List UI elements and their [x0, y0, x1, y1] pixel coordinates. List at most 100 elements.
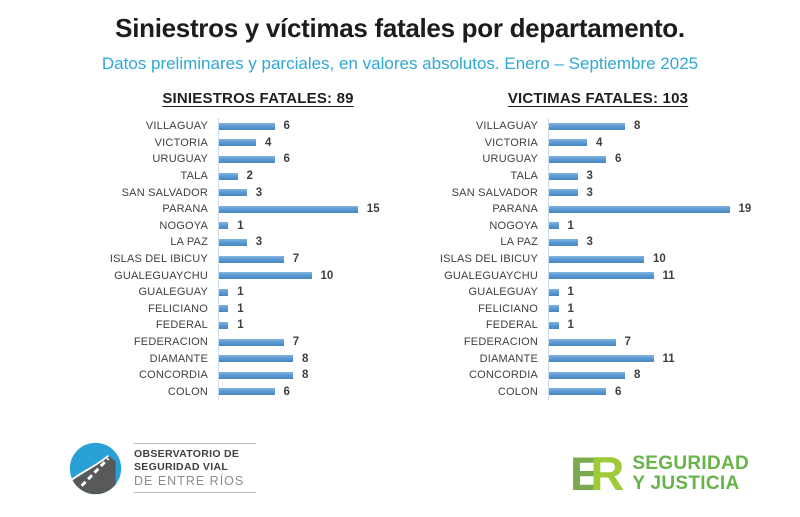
- category-label: VILLAGUAY: [145, 120, 208, 133]
- bar: [219, 288, 229, 296]
- value-label: 6: [283, 153, 290, 166]
- category-label: FELICIANO: [478, 302, 538, 315]
- chart-siniestros-title: SINIESTROS FATALES: 89: [162, 90, 354, 107]
- value-label: 1: [567, 319, 574, 332]
- bar-zone: 4: [218, 134, 408, 152]
- category-label: CONCORDIA: [468, 369, 538, 382]
- bar: [219, 189, 247, 197]
- category-label: LA PAZ: [500, 236, 538, 249]
- bar-zone: 3: [548, 167, 758, 185]
- bar: [549, 139, 587, 147]
- bar-zone: 10: [218, 267, 408, 284]
- value-label: 11: [662, 352, 675, 365]
- observatorio-text: OBSERVATORIO DE SEGURIDAD VIAL DE ENTRE …: [134, 440, 256, 497]
- observatorio-line1: OBSERVATORIO DE: [134, 448, 240, 460]
- chart-row: ISLAS DEL IBICUY 10: [438, 250, 758, 268]
- chart-row: PARANA 15: [108, 200, 408, 218]
- category-label: TALA: [510, 170, 538, 183]
- value-label: 8: [634, 369, 641, 382]
- chart-victimas-title: VICTIMAS FATALES: 103: [507, 90, 689, 107]
- bar: [219, 355, 293, 363]
- value-label: 6: [283, 385, 290, 398]
- chart-row: CONCORDIA 8: [108, 366, 408, 384]
- category-label: DIAMANTE: [479, 352, 538, 365]
- bar-zone: 1: [218, 283, 408, 301]
- category-label: NOGOYA: [159, 219, 208, 232]
- chart-row: LA PAZ 3: [108, 234, 408, 251]
- bar-zone: 6: [218, 383, 408, 401]
- category-label: URUGUAY: [152, 153, 208, 166]
- chart-row: PARANA 19: [438, 200, 758, 218]
- value-label: 2: [246, 170, 253, 183]
- chart-row: FELICIANO 1: [108, 300, 408, 318]
- bar-zone: 1: [548, 300, 758, 318]
- bar-zone: 3: [548, 184, 758, 201]
- divider: [134, 443, 256, 444]
- bar: [219, 205, 358, 213]
- chart-row: SAN SALVADOR 3: [108, 184, 408, 201]
- chart-row: FEDERAL 1: [438, 317, 758, 334]
- bar: [549, 238, 578, 246]
- page-subtitle: Datos preliminares y parciales, en valor…: [101, 54, 699, 73]
- bar-zone: 8: [548, 118, 758, 135]
- bar-zone: 10: [548, 250, 758, 268]
- category-label: LA PAZ: [170, 236, 208, 249]
- value-label: 19: [738, 203, 752, 216]
- bar: [549, 172, 578, 180]
- value-label: 7: [292, 336, 300, 349]
- bar: [219, 255, 284, 263]
- chart-row: COLON 6: [438, 383, 758, 401]
- value-label: 1: [567, 302, 574, 315]
- bar: [219, 371, 293, 379]
- bar: [549, 305, 559, 313]
- bar-zone: 11: [548, 350, 758, 367]
- category-label: FEDERACION: [463, 336, 538, 349]
- value-label: 1: [237, 219, 244, 232]
- bar-zone: 3: [218, 234, 408, 251]
- bar-zone: 7: [218, 250, 408, 268]
- bar: [549, 321, 559, 329]
- bar: [549, 155, 606, 163]
- chart-row: ISLAS DEL IBICUY 7: [108, 250, 408, 268]
- category-label: VICTORIA: [484, 136, 538, 149]
- category-label: DIAMANTE: [149, 352, 208, 365]
- category-label: COLON: [497, 385, 538, 398]
- value-label: 8: [634, 120, 641, 133]
- bar-zone: 1: [218, 317, 408, 334]
- bar: [549, 371, 625, 379]
- bar-zone: 8: [218, 350, 408, 367]
- bar: [549, 255, 644, 263]
- bar: [549, 222, 559, 230]
- value-label: 11: [662, 269, 675, 282]
- bar-zone: 7: [548, 333, 758, 351]
- value-label: 4: [265, 136, 272, 149]
- value-label: 3: [586, 236, 593, 249]
- category-label: SAN SALVADOR: [121, 186, 208, 199]
- value-label: 6: [615, 153, 622, 166]
- bar: [549, 122, 625, 130]
- value-label: 10: [653, 253, 666, 266]
- category-label: TALA: [180, 170, 208, 183]
- chart-victimas-rows: VILLAGUAY 8 VICTORIA 4 URUGUAY 6 TALA 3 SAN SALV…: [438, 118, 758, 401]
- value-label: 4: [596, 136, 603, 149]
- bar: [549, 288, 559, 296]
- bar-zone: 8: [548, 366, 758, 384]
- bar: [549, 272, 654, 280]
- value-label: 1: [237, 286, 244, 299]
- category-label: ISLAS DEL IBICUY: [439, 253, 538, 266]
- bar-zone: 1: [548, 283, 758, 301]
- category-label: GUALEGUAY: [138, 286, 208, 299]
- bar: [549, 355, 654, 363]
- bar-zone: 6: [218, 151, 408, 168]
- value-label: 1: [567, 219, 574, 232]
- bar: [219, 139, 256, 147]
- bar-zone: 1: [218, 217, 408, 235]
- charts-area: SINIESTROS FATALES: 89 VILLAGUAY 6 VICTORI…: [0, 90, 800, 401]
- chart-row: GUALEGUAYCHU 10: [108, 267, 408, 284]
- category-label: GUALEGUAYCHU: [444, 269, 538, 282]
- bar: [219, 155, 275, 163]
- bar: [219, 338, 284, 346]
- chart-row: FEDERAL 1: [108, 317, 408, 334]
- value-label: 3: [586, 186, 593, 199]
- value-label: 1: [237, 319, 244, 332]
